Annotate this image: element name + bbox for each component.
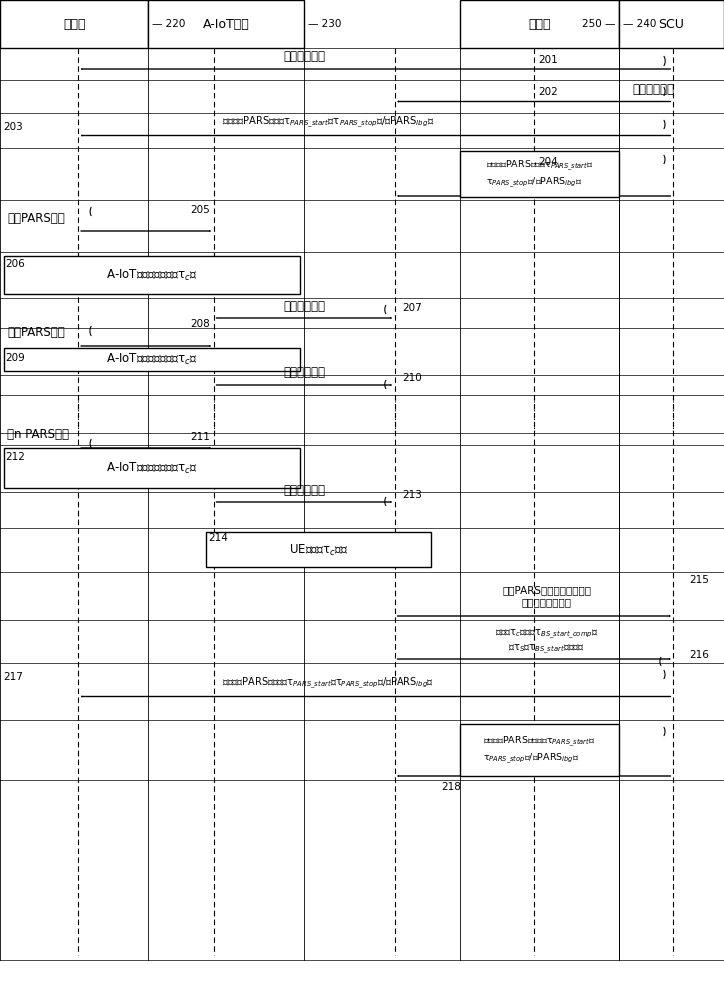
Bar [460, 151, 619, 197]
Bar [4, 348, 300, 371]
Text: — 240: — 240 [623, 19, 656, 29]
Text: A-IoT标签: A-IoT标签 [203, 17, 250, 30]
Text: 218: 218 [442, 782, 461, 792]
Text: 214: 214 [208, 533, 227, 543]
Text: 217: 217 [4, 672, 23, 682]
Text: 215: 215 [690, 575, 710, 585]
Text: 读取器: 读取器 [528, 17, 551, 30]
Text: A-IoT标签充电时间（τ$_c$）: A-IoT标签充电时间（τ$_c$） [106, 461, 198, 476]
Text: 反向散射信号: 反向散射信号 [283, 366, 325, 379]
Text: 212: 212 [5, 452, 25, 462]
Bar [460, 0, 619, 48]
Text: 激活器初始化: 激活器初始化 [283, 49, 325, 62]
Text: 所使用的PARS重配置（τ$_{PARS\_start}$，
τ$_{PARS\_stop}$和/或PARS$_{lbg}$）: 所使用的PARS重配置（τ$_{PARS\_start}$， τ$_{PARS\… [483, 734, 596, 766]
Text: 导出的τ$_c$补偿的τ$_{BS\_start\_comp}$，
或τ$_S$和τ$_{BS\_start}$的个体值: 导出的τ$_c$补偿的τ$_{BS\_start\_comp}$， 或τ$_S$… [495, 627, 598, 656]
Text: 208: 208 [190, 319, 210, 329]
Text: — 230: — 230 [308, 19, 341, 29]
Text: 206: 206 [5, 259, 25, 269]
Text: 反向散射信号: 反向散射信号 [283, 484, 325, 496]
Text: A-IoT标签充电时间（τ$_c$）: A-IoT标签充电时间（τ$_c$） [106, 267, 198, 283]
Text: 207: 207 [402, 303, 421, 313]
Bar [4, 256, 300, 294]
Text: 205: 205 [190, 205, 210, 215]
Text: SCU: SCU [659, 17, 684, 30]
Text: 所使用的PARS重配置（τ$_{PARS\_start}$，τ$_{PARS\_stop}$和/或PARS$_{lbg}$）: 所使用的PARS重配置（τ$_{PARS\_start}$，τ$_{PARS\_… [222, 676, 434, 691]
Text: 请求PARS突发序列的重配置
（如果需要的话）: 请求PARS突发序列的重配置 （如果需要的话） [502, 585, 591, 607]
Text: UE读取器τ$_c$过程: UE读取器τ$_c$过程 [289, 542, 348, 558]
Bar [148, 0, 304, 48]
Text: 216: 216 [690, 650, 710, 660]
Bar [206, 532, 431, 567]
Text: 所使用的PARS配置（τ$_{PARS\_start}$，
τ$_{PARS\_stop}$和/或PARS$_{lbg}$）: 所使用的PARS配置（τ$_{PARS\_start}$， τ$_{PARS\_… [486, 158, 593, 190]
Text: 250 —: 250 — [582, 19, 615, 29]
Bar [4, 448, 300, 488]
Text: 反向散射信号: 反向散射信号 [283, 300, 325, 312]
Text: 210: 210 [402, 373, 421, 383]
Text: 211: 211 [190, 432, 210, 442]
Text: 第n PARS突发: 第n PARS突发 [7, 428, 70, 442]
Text: 读取器初始化: 读取器初始化 [632, 83, 675, 96]
Text: 213: 213 [402, 490, 421, 500]
Text: 第一PARS突发: 第一PARS突发 [7, 212, 65, 225]
Text: 209: 209 [5, 353, 25, 363]
Bar [619, 0, 724, 48]
Text: 203: 203 [4, 122, 23, 132]
Text: 201: 201 [538, 55, 557, 65]
Text: 所使用的PARS配置（τ$_{PARS\_start}$，τ$_{PARS\_stop}$和/或PARS$_{lbg}$）: 所使用的PARS配置（τ$_{PARS\_start}$，τ$_{PARS\_s… [222, 115, 434, 130]
Bar [0, 0, 148, 48]
Text: 第二PARS突发: 第二PARS突发 [7, 326, 65, 340]
Text: 激活器: 激活器 [63, 17, 85, 30]
Bar [460, 724, 619, 776]
Text: A-IoT标签充电时间（τ$_c$）: A-IoT标签充电时间（τ$_c$） [106, 352, 198, 367]
Text: — 220: — 220 [152, 19, 185, 29]
Text: 202: 202 [538, 87, 557, 97]
Text: 204: 204 [538, 157, 557, 167]
